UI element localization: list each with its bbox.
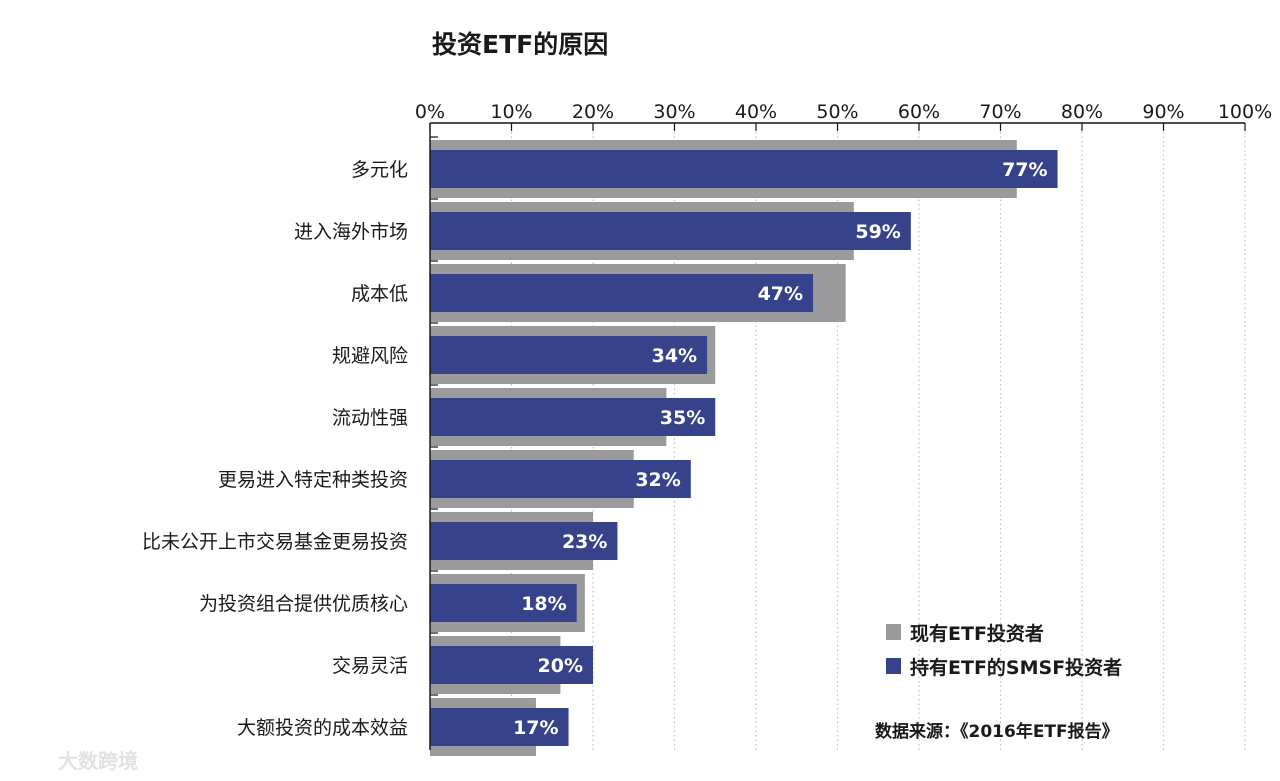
data-label: 32% bbox=[635, 469, 680, 491]
chart-title: 投资ETF的原因 bbox=[432, 30, 608, 59]
category-label: 为投资组合提供优质核心 bbox=[199, 593, 408, 615]
x-tick-label: 30% bbox=[653, 101, 695, 123]
x-tick-label: 10% bbox=[490, 101, 532, 123]
x-tick-label: 70% bbox=[979, 101, 1021, 123]
legend-label-smsf: 持有ETF的SMSF投资者 bbox=[910, 656, 1122, 679]
category-label: 更易进入特定种类投资 bbox=[218, 469, 408, 491]
data-label: 47% bbox=[758, 283, 803, 305]
x-tick-label: 100% bbox=[1218, 101, 1272, 123]
data-label: 35% bbox=[660, 407, 705, 429]
data-label: 34% bbox=[652, 345, 697, 367]
category-label: 多元化 bbox=[351, 159, 408, 181]
bar-smsf bbox=[430, 584, 577, 622]
data-label: 59% bbox=[855, 221, 900, 243]
x-tick-label: 60% bbox=[898, 101, 940, 123]
data-label: 18% bbox=[521, 593, 566, 615]
x-tick-label: 40% bbox=[735, 101, 777, 123]
category-label: 规避风险 bbox=[332, 345, 408, 367]
bar-smsf bbox=[430, 150, 1058, 188]
data-label: 77% bbox=[1002, 159, 1047, 181]
bar-smsf bbox=[430, 460, 691, 498]
bar-smsf bbox=[430, 522, 618, 560]
bars: 77% 59% 47% 34% 35% 32% 23% 18% 20% 17% bbox=[430, 140, 1058, 756]
category-label: 成本低 bbox=[351, 283, 408, 305]
data-label: 17% bbox=[513, 717, 558, 739]
watermark: 大数跨境 bbox=[58, 749, 138, 773]
data-label: 20% bbox=[538, 655, 583, 677]
bar-smsf bbox=[430, 708, 569, 746]
category-label: 大额投资的成本效益 bbox=[237, 717, 408, 739]
category-label: 比未公开上市交易基金更易投资 bbox=[142, 531, 408, 553]
x-tick-label: 80% bbox=[1061, 101, 1103, 123]
x-axis-ticks: 0% 10% 20% 30% 40% 50% 60% 70% 80% 90% 100% bbox=[415, 101, 1272, 131]
bar-smsf bbox=[430, 274, 814, 312]
data-label: 23% bbox=[562, 531, 607, 553]
x-tick-label: 50% bbox=[816, 101, 858, 123]
category-labels: 多元化进入海外市场成本低规避风险流动性强更易进入特定种类投资比未公开上市交易基金… bbox=[142, 123, 438, 750]
bar-smsf bbox=[430, 336, 708, 374]
category-label: 交易灵活 bbox=[332, 655, 408, 677]
legend-swatch-smsf bbox=[886, 658, 901, 674]
x-tick-label: 90% bbox=[1142, 101, 1184, 123]
x-tick-label: 20% bbox=[572, 101, 614, 123]
x-tick-label: 0% bbox=[415, 101, 445, 123]
bar-smsf bbox=[430, 646, 593, 684]
bar-smsf bbox=[430, 398, 716, 436]
category-label: 进入海外市场 bbox=[294, 221, 408, 243]
source-note: 数据来源：《2016年ETF报告》 bbox=[875, 721, 1119, 742]
legend: 现有ETF投资者 持有ETF的SMSF投资者 bbox=[886, 622, 1122, 679]
legend-label-existing: 现有ETF投资者 bbox=[910, 622, 1044, 645]
category-label: 流动性强 bbox=[332, 407, 408, 429]
legend-swatch-existing bbox=[886, 624, 901, 640]
bar-smsf bbox=[430, 212, 911, 250]
